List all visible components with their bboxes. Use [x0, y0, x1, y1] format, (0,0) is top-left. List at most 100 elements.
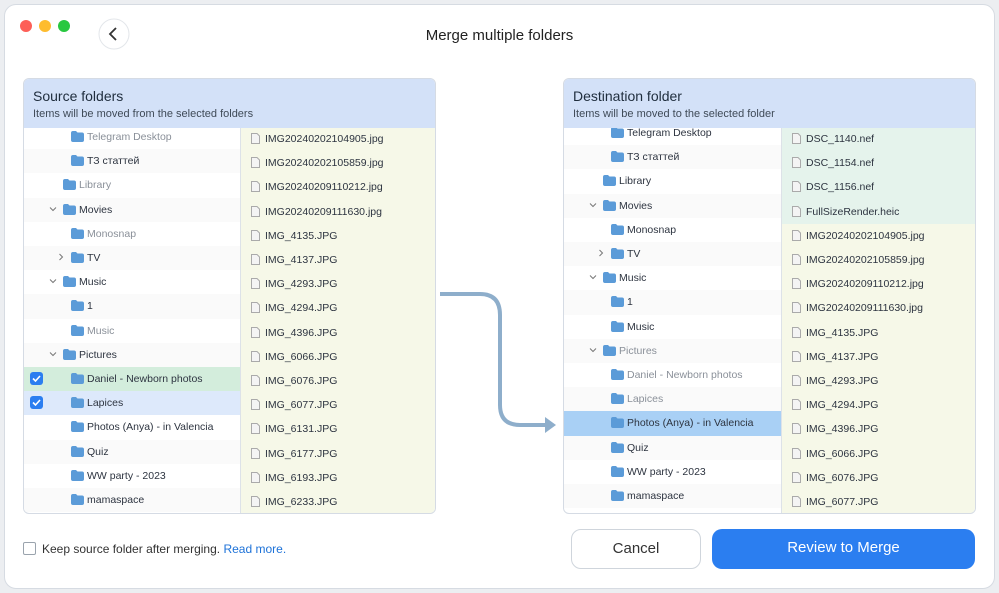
file-row[interactable]: IMG_4293.JPG — [782, 369, 975, 395]
expander[interactable] — [589, 272, 597, 284]
folder-row[interactable]: Photos (Anya) - in Valencia — [564, 411, 781, 436]
file-row[interactable]: IMG_6076.JPG — [241, 369, 435, 395]
file-row[interactable]: IMG_6066.JPG — [241, 344, 435, 370]
file-row[interactable]: IMG_4137.JPG — [241, 248, 435, 274]
folder-row[interactable]: 1 — [564, 290, 781, 315]
folder-row[interactable]: ТЗ статтей — [24, 149, 240, 174]
expander[interactable] — [49, 276, 57, 288]
file-icon — [251, 254, 260, 268]
folder-row[interactable]: mamaspace — [564, 484, 781, 509]
zoom-button[interactable] — [58, 20, 70, 32]
folder-row[interactable]: Movies — [564, 193, 781, 218]
file-row[interactable]: IMG20240209110212.jpg — [241, 175, 435, 201]
file-row[interactable]: IMG20240209111630.jpg — [241, 199, 435, 225]
file-row[interactable]: IMG_6077.JPG — [241, 393, 435, 419]
folder-row[interactable]: Music — [564, 266, 781, 291]
file-row[interactable]: IMG_6233.JPG — [241, 490, 435, 513]
file-row[interactable]: IMG_4294.JPG — [782, 393, 975, 419]
file-icon — [792, 302, 801, 316]
folder-name: TV — [627, 248, 641, 260]
folder-row[interactable]: Quiz — [564, 435, 781, 460]
file-row[interactable]: IMG20240209110212.jpg — [782, 272, 975, 298]
panel-subtitle: Items will be moved from the selected fo… — [33, 108, 254, 120]
folder-row[interactable]: Daniel - Newborn photos — [24, 367, 240, 392]
cancel-button[interactable]: Cancel — [571, 529, 701, 569]
folder-row[interactable]: WW party - 2023 — [564, 459, 781, 484]
folder-row[interactable]: Lapices — [564, 387, 781, 412]
file-icon — [792, 326, 801, 341]
folder-row[interactable]: Library — [24, 173, 240, 198]
file-icon — [251, 278, 260, 292]
file-row[interactable]: IMG20240202104905.jpg — [782, 223, 975, 249]
folder-row[interactable]: Quiz — [24, 439, 240, 464]
expander[interactable] — [597, 248, 605, 260]
read-more-link[interactable]: Read more. — [223, 542, 287, 556]
file-row[interactable]: IMG_6177.JPG — [241, 441, 435, 467]
folder-row[interactable]: Photos (Anya) - in Valencia — [24, 415, 240, 440]
expander[interactable] — [49, 349, 57, 361]
file-row[interactable]: IMG_4396.JPG — [241, 320, 435, 346]
file-row[interactable]: IMG_6131.JPG — [241, 417, 435, 443]
folder-row[interactable]: Monosnap — [564, 217, 781, 242]
window-title: Merge multiple folders — [425, 27, 574, 44]
file-icon — [792, 399, 801, 413]
folder-row[interactable]: ТЗ статтей — [564, 145, 781, 170]
file-name: IMG_4135.JPG — [265, 229, 338, 242]
source-panel: Source folders Items will be moved from t… — [23, 78, 436, 514]
folder-row[interactable]: Pictures — [564, 338, 781, 363]
file-icon — [251, 326, 260, 341]
folder-row[interactable]: Lapices — [24, 391, 240, 416]
file-row[interactable]: FullSizeRender.heic — [782, 199, 975, 225]
folder-name: WW party - 2023 — [627, 465, 706, 478]
folder-row[interactable]: Music — [24, 318, 240, 343]
file-row[interactable]: IMG_4396.JPG — [782, 417, 975, 443]
folder-row[interactable]: Telegram Desktop — [24, 128, 240, 150]
file-row[interactable]: DSC_1140.nef — [782, 128, 975, 153]
folder-checkbox[interactable] — [30, 396, 43, 410]
expander[interactable] — [589, 345, 597, 357]
folder-row[interactable]: TV — [24, 246, 240, 271]
file-row[interactable]: IMG_4135.JPG — [782, 320, 975, 346]
file-row[interactable]: IMG_6077.JPG — [782, 490, 975, 513]
expander[interactable] — [49, 204, 57, 216]
folder-row[interactable]: Music — [564, 314, 781, 339]
folder-row[interactable]: Pictures — [24, 342, 240, 367]
folder-row[interactable]: 1 — [24, 294, 240, 319]
folder-row[interactable]: Music — [24, 270, 240, 295]
folder-row[interactable]: Library — [564, 169, 781, 194]
review-button[interactable]: Review to Merge — [712, 529, 975, 569]
folder-row[interactable]: mamaspace — [24, 488, 240, 513]
folder-row[interactable]: Telegram Desktop — [564, 128, 781, 146]
file-row[interactable]: IMG20240209111630.jpg — [782, 296, 975, 322]
file-row[interactable]: IMG20240202105859.jpg — [782, 248, 975, 274]
folder-row[interactable]: Monosnap — [24, 221, 240, 246]
folder-icon — [63, 203, 76, 218]
file-row[interactable]: DSC_1154.nef — [782, 151, 975, 177]
expander[interactable] — [589, 200, 597, 212]
folder-row[interactable]: Daniel - Newborn photos — [564, 363, 781, 388]
folder-row[interactable]: TV — [564, 242, 781, 267]
file-row[interactable]: IMG20240202105859.jpg — [241, 151, 435, 177]
file-row[interactable]: IMG_4135.JPG — [241, 223, 435, 249]
file-row[interactable]: IMG_4294.JPG — [241, 296, 435, 322]
file-row[interactable]: IMG_4137.JPG — [782, 344, 975, 370]
expander[interactable] — [57, 252, 65, 264]
file-row[interactable]: IMG20240202104905.jpg — [241, 128, 435, 153]
minimize-button[interactable] — [39, 20, 51, 32]
folder-row[interactable]: Movies — [24, 197, 240, 222]
folder-row[interactable]: WW party - 2023 — [24, 463, 240, 488]
file-row[interactable]: IMG_6066.JPG — [782, 441, 975, 467]
file-row[interactable]: IMG_6076.JPG — [782, 465, 975, 491]
file-row[interactable]: DSC_1156.nef — [782, 175, 975, 201]
folder-checkbox[interactable] — [30, 372, 43, 385]
file-row[interactable]: IMG_6193.JPG — [241, 465, 435, 491]
file-name: IMG_6076.JPG — [265, 375, 338, 387]
file-icon — [251, 181, 260, 195]
panel-title: Source folders — [33, 88, 124, 104]
file-row[interactable]: IMG_4293.JPG — [241, 272, 435, 298]
folder-name: WW party - 2023 — [87, 469, 166, 482]
keep-checkbox[interactable] — [23, 542, 36, 555]
close-button[interactable] — [20, 20, 32, 32]
back-button[interactable] — [98, 18, 130, 50]
checkbox-text: Keep source folder after merging. — [42, 542, 221, 556]
